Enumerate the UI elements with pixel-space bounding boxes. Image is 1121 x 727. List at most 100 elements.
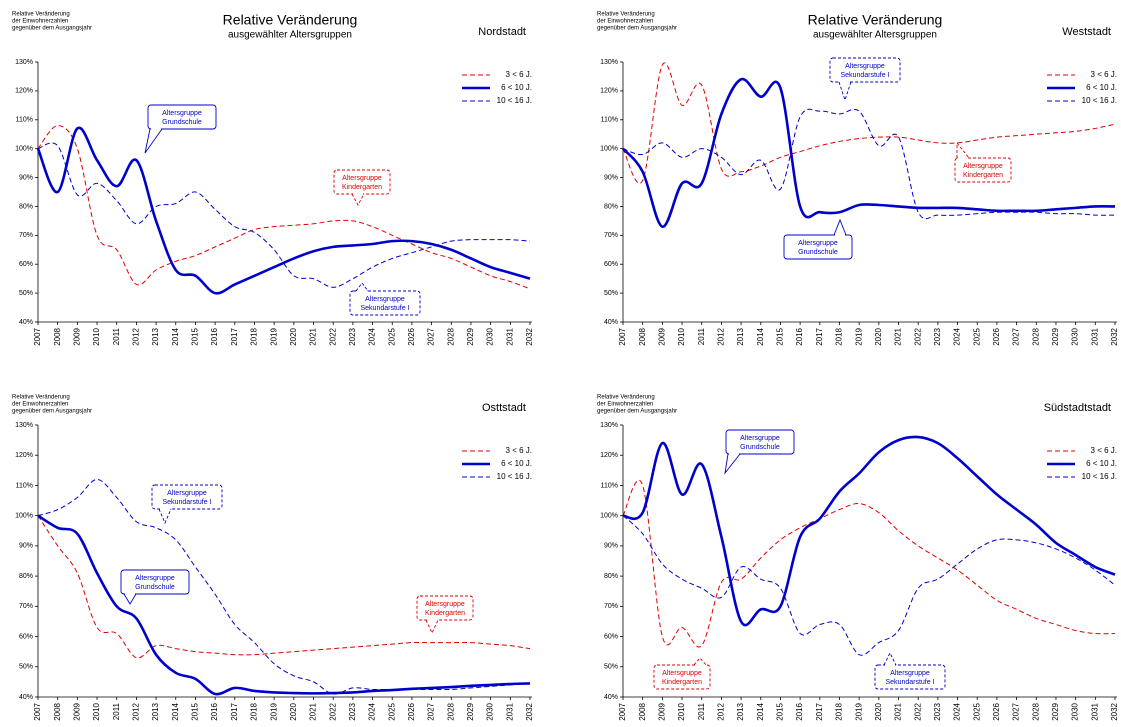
- callout-text: Altersgruppe: [662, 670, 702, 677]
- y-tick-label: 90%: [19, 543, 33, 550]
- x-tick-label: 2027: [427, 702, 436, 720]
- y-tick-label: 110%: [601, 482, 618, 489]
- x-tick-label: 2013: [151, 702, 160, 720]
- x-tick-label: 2022: [328, 327, 337, 345]
- x-tick-label: 2031: [1090, 327, 1099, 345]
- chart-subtitle: ausgewählter Altersgruppen: [813, 30, 937, 41]
- chart-title: Relative Veränderung: [223, 12, 358, 28]
- region-name: Weststadt: [1062, 26, 1111, 38]
- x-tick-label: 2024: [953, 702, 962, 720]
- callout-pointer: [956, 141, 970, 159]
- x-tick-label: 2017: [230, 327, 239, 345]
- callout-pointer: [833, 218, 847, 236]
- x-tick-label: 2031: [1090, 702, 1099, 720]
- x-tick-label: 2022: [913, 327, 922, 345]
- y-axis-label: der Einwohnerzahlen: [597, 402, 653, 408]
- x-tick-label: 2025: [387, 327, 396, 345]
- y-tick-label: 90%: [19, 174, 33, 181]
- y-tick-label: 70%: [604, 603, 618, 610]
- x-tick-label: 2021: [894, 327, 903, 345]
- y-tick-label: 100%: [15, 146, 33, 153]
- data-line: [622, 480, 1116, 648]
- y-tick-label: 80%: [604, 573, 618, 580]
- y-axis-label: der Einwohnerzahlen: [12, 402, 68, 408]
- data-line: [37, 478, 531, 695]
- x-tick-label: 2027: [427, 327, 436, 345]
- data-line: [37, 142, 531, 288]
- y-axis-label: Relative Veränderung: [12, 12, 70, 18]
- y-axis-label: Relative Veränderung: [12, 395, 70, 401]
- region-name: Nordstadt: [478, 26, 526, 38]
- callout-pointer: [123, 593, 137, 605]
- x-tick-label: 2019: [269, 702, 278, 720]
- x-tick-label: 2018: [250, 327, 259, 345]
- callout-box: [416, 595, 474, 621]
- callout-box: [349, 290, 421, 316]
- legend-label: 3 < 6 J.: [1091, 70, 1117, 79]
- x-tick-label: 2025: [972, 702, 981, 720]
- y-tick-label: 120%: [15, 88, 33, 95]
- callout-text: Grundschule: [135, 584, 175, 591]
- callout-text: Sekundarstufe I: [840, 72, 889, 79]
- x-tick-label: 2008: [53, 327, 62, 345]
- callout-text: Kindergarten: [662, 679, 702, 686]
- x-tick-label: 2010: [92, 702, 101, 720]
- x-tick-label: 2016: [210, 327, 219, 345]
- data-line: [36, 126, 531, 295]
- y-tick-label: 120%: [600, 88, 618, 95]
- x-tick-label: 2015: [776, 327, 785, 345]
- callout-box: [653, 664, 711, 690]
- x-tick-label: 2011: [112, 327, 121, 345]
- callout-text: Altersgruppe: [342, 175, 382, 182]
- callout-pointer: [144, 128, 163, 154]
- x-tick-label: 2012: [717, 702, 726, 720]
- x-tick-label: 2028: [1031, 327, 1040, 345]
- callout-text: Kindergarten: [963, 172, 1003, 179]
- x-tick-label: 2029: [1051, 702, 1060, 720]
- x-tick-label: 2032: [1110, 327, 1119, 345]
- data-line: [622, 515, 1116, 656]
- x-tick-label: 2014: [171, 702, 180, 720]
- x-tick-label: 2027: [1012, 702, 1021, 720]
- x-tick-label: 2024: [953, 327, 962, 345]
- legend-label: 10 < 16 J.: [497, 472, 532, 481]
- x-tick-label: 2022: [328, 702, 337, 720]
- x-tick-label: 2015: [191, 327, 200, 345]
- x-tick-label: 2012: [132, 327, 141, 345]
- y-tick-label: 120%: [15, 452, 33, 459]
- x-tick-label: 2029: [1051, 327, 1060, 345]
- y-tick-label: 50%: [604, 290, 618, 297]
- y-tick-label: 70%: [19, 232, 33, 239]
- x-tick-label: 2015: [776, 702, 785, 720]
- legend-label: 6 < 10 J.: [1086, 83, 1117, 92]
- x-tick-label: 2014: [756, 327, 765, 345]
- callout-text: Kindergarten: [342, 184, 382, 191]
- x-tick-label: 2009: [657, 327, 666, 345]
- x-tick-label: 2009: [72, 327, 81, 345]
- data-line: [622, 62, 1116, 184]
- legend-label: 6 < 10 J.: [501, 83, 532, 92]
- y-tick-label: 50%: [19, 664, 33, 671]
- x-tick-label: 2019: [269, 327, 278, 345]
- callout-box: [829, 57, 901, 83]
- x-tick-label: 2016: [210, 702, 219, 720]
- y-tick-label: 40%: [19, 319, 33, 326]
- y-tick-label: 80%: [19, 203, 33, 210]
- x-tick-label: 2032: [1110, 702, 1119, 720]
- legend-label: 10 < 16 J.: [497, 96, 532, 105]
- x-tick-label: 2026: [407, 702, 416, 720]
- y-tick-label: 80%: [19, 573, 33, 580]
- x-tick-label: 2029: [466, 327, 475, 345]
- data-line: [622, 435, 1116, 627]
- data-line: [37, 515, 531, 659]
- y-tick-label: 110%: [601, 117, 618, 124]
- y-tick-label: 100%: [15, 513, 33, 520]
- callout-text: Grundschule: [740, 444, 780, 451]
- x-tick-label: 2020: [874, 702, 883, 720]
- y-tick-label: 60%: [19, 633, 33, 640]
- legend-label: 3 < 6 J.: [1091, 446, 1117, 455]
- x-tick-label: 2016: [795, 702, 804, 720]
- x-tick-label: 2011: [112, 702, 121, 720]
- callout-text: Altersgruppe: [963, 163, 1003, 170]
